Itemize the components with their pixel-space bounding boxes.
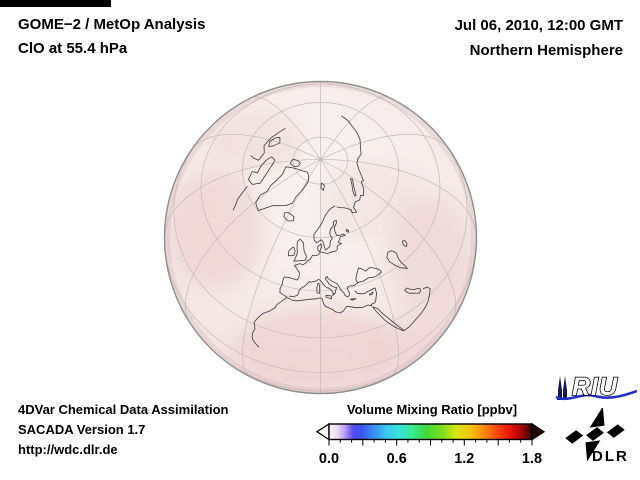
hemisphere-label: Northern Hemisphere (469, 42, 623, 59)
dlr-logo: DLR (565, 408, 629, 465)
credit-line-3: http://wdc.dlr.de (18, 442, 118, 457)
svg-text:1.8: 1.8 (522, 451, 542, 467)
credit-line-2: SACADA Version 1.7 (18, 422, 146, 437)
svg-text:0.0: 0.0 (319, 451, 339, 467)
cathedral-icon (557, 376, 568, 400)
dlr-logo-text: DLR (592, 448, 629, 465)
header-left: GOME−2 / MetOp Analysis ClO at 55.4 hPa (18, 13, 205, 61)
riu-logo: RIU (555, 372, 638, 402)
svg-text:1.2: 1.2 (454, 451, 474, 467)
product-title: GOME−2 / MetOp Analysis (18, 16, 206, 33)
species-level-label: ClO at 55.4 hPa (18, 40, 128, 57)
top-left-black-bar (0, 0, 111, 7)
colorbar: 0.0 0.6 1.2 1.8 (315, 422, 546, 467)
credit-line-1: 4DVar Chemical Data Assimilation (18, 402, 229, 417)
globe-map (163, 80, 478, 395)
river-wave-icon (555, 389, 638, 401)
colorbar-title: Volume Mixing Ratio [ppbv] (346, 402, 518, 417)
footer-credits: 4DVar Chemical Data Assimilation SACADA … (18, 400, 229, 460)
header-right: Jul 06, 2010, 12:00 GMT Northern Hemisph… (455, 13, 623, 63)
dlr-star-icon (565, 408, 625, 462)
riu-logo-text: RIU (572, 373, 618, 401)
svg-text:0.6: 0.6 (387, 451, 407, 467)
datetime-label: Jul 06, 2010, 12:00 GMT (454, 17, 623, 34)
